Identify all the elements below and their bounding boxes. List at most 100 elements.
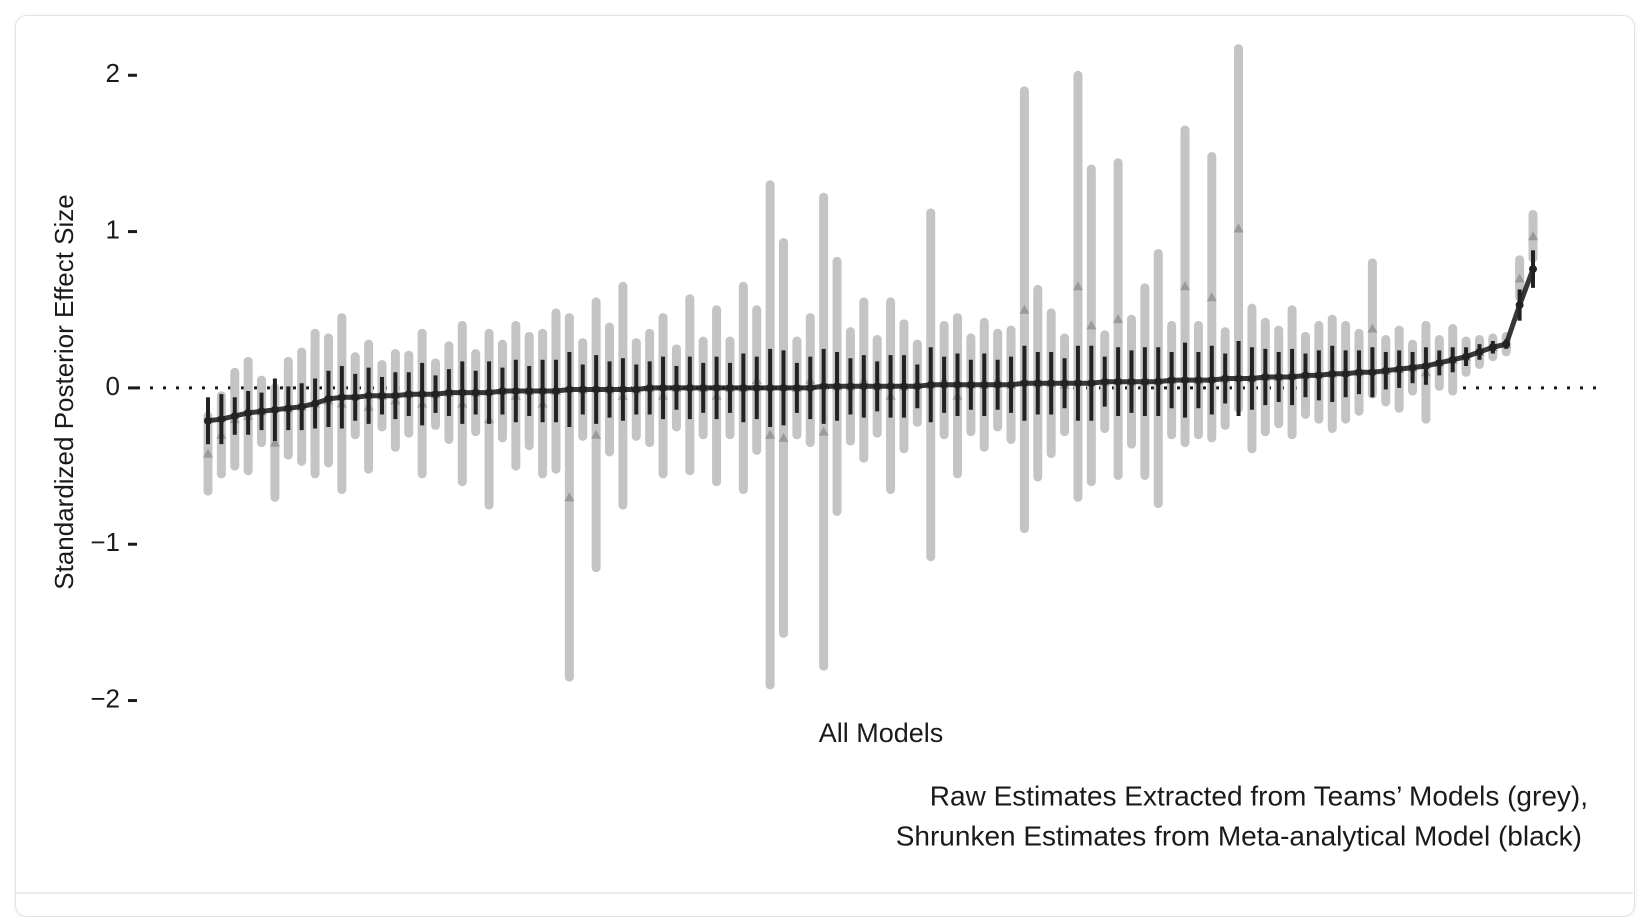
shrunken-estimate <box>1448 355 1457 364</box>
shrunken-estimate <box>926 380 935 389</box>
raw-estimate <box>1528 231 1538 241</box>
shrunken-estimate <box>940 380 949 389</box>
shrunken-estimate <box>592 385 601 394</box>
shrunken-estimate <box>980 380 989 389</box>
raw-estimate <box>1072 281 1083 291</box>
shrunken-estimate <box>1181 376 1190 385</box>
shrunken-estimate <box>833 382 842 391</box>
shrunken-estimate <box>1328 369 1337 378</box>
shrunken-estimate <box>819 382 828 391</box>
shrunken-estimate <box>752 383 761 392</box>
shrunken-estimate <box>1488 343 1497 352</box>
shrunken-estimate <box>337 393 346 402</box>
shrunken-estimate <box>1194 376 1203 385</box>
shrunken-estimate <box>1341 369 1350 378</box>
shrunken-estimate <box>1502 340 1511 349</box>
x-axis-label: All Models <box>819 718 944 748</box>
shrunken-estimate <box>886 382 895 391</box>
shrunken-estimate <box>779 383 788 392</box>
shrunken-estimate <box>257 407 266 416</box>
shrunken-estimate <box>270 405 279 414</box>
raw-estimate <box>778 432 789 442</box>
shrunken-estimate <box>377 391 386 400</box>
shrunken-estimate <box>605 385 614 394</box>
shrunken-estimate <box>1261 372 1270 381</box>
shrunken-estimate <box>431 390 440 399</box>
shrunken-estimate <box>899 382 908 391</box>
shrunken-estimate <box>1381 366 1390 375</box>
shrunken-estimate <box>297 402 306 411</box>
shrunken-estimate <box>1060 379 1069 388</box>
shrunken-estimate <box>953 380 962 389</box>
raw-estimate <box>269 437 280 447</box>
shrunken-estimate <box>859 382 868 391</box>
shrunken-estimate <box>645 383 654 392</box>
shrunken-estimate <box>204 416 212 425</box>
shrunken-estimate <box>725 383 734 392</box>
shrunken-estimate <box>672 383 681 392</box>
shrunken-estimate <box>1408 363 1417 372</box>
shrunken-estimate <box>364 391 373 400</box>
shrunken-estimate <box>418 390 427 399</box>
shrunken-estimate <box>1435 358 1444 367</box>
shrunken-estimate <box>284 404 293 413</box>
raw-estimate <box>203 448 213 458</box>
raw-estimate <box>765 429 776 439</box>
y-tick-label: −1 <box>90 527 120 557</box>
shrunken-estimate <box>498 387 507 396</box>
shrunken-estimate <box>458 388 467 397</box>
raw-estimate <box>1113 314 1124 324</box>
shrunken-estimate <box>485 388 494 397</box>
shrunken-estimate <box>632 385 641 394</box>
shrunken-estimate <box>1529 265 1537 274</box>
shrunken-estimate <box>792 383 801 392</box>
shrunken-estimate <box>1421 362 1430 371</box>
shrunken-estimate <box>993 380 1002 389</box>
caption-line: Raw Estimates Extracted from Teams’ Mode… <box>930 780 1588 811</box>
shrunken-estimate <box>1154 377 1163 386</box>
shrunken-estimate <box>712 383 721 392</box>
shrunken-estimate <box>1100 377 1109 386</box>
shrunken-estimate <box>217 415 226 424</box>
raw-estimate <box>1180 281 1191 291</box>
shrunken-estimate <box>1207 376 1216 385</box>
raw-estimate <box>564 492 575 502</box>
raw-estimate <box>1514 273 1525 283</box>
shrunken-estimate <box>1314 371 1323 380</box>
shrunken-estimate <box>618 385 627 394</box>
shrunken-estimate <box>565 385 574 394</box>
y-tick-label: 0 <box>106 371 120 401</box>
shrunken-estimate <box>685 383 694 392</box>
raw-estimate <box>591 429 602 439</box>
shrunken-estimate <box>324 394 333 403</box>
shrunken-estimate <box>1475 347 1484 356</box>
shrunken-estimate <box>966 380 975 389</box>
shrunken-estimate <box>1274 372 1283 381</box>
shrunken-estimate <box>1020 379 1029 388</box>
shrunken-estimate <box>873 382 882 391</box>
shrunken-estimate <box>1167 376 1176 385</box>
shrunken-estimate <box>699 383 708 392</box>
shrunken-estimate <box>511 387 520 396</box>
shrunken-estimate <box>846 382 855 391</box>
y-tick-label: −2 <box>90 683 120 713</box>
shrunken-estimate <box>311 399 320 408</box>
shrunken-estimate <box>1355 368 1364 377</box>
shrunken-estimate <box>444 388 453 397</box>
shrunken-estimate <box>1127 377 1136 386</box>
raw-estimate <box>1019 304 1030 314</box>
shrunken-estimate <box>766 383 775 392</box>
shrunken-estimate <box>1114 377 1123 386</box>
raw-estimate <box>1367 323 1378 333</box>
raw-estimate <box>818 426 829 436</box>
y-tick-label: 2 <box>106 58 120 88</box>
shrunken-estimate <box>659 383 668 392</box>
shrunken-estimate <box>913 382 922 391</box>
shrunken-estimate <box>739 383 748 392</box>
raw-estimate <box>1086 320 1097 330</box>
shrunken-estimate <box>551 387 560 396</box>
shrunken-estimate <box>1247 374 1256 383</box>
shrunken-estimate <box>244 408 253 417</box>
shrunken-estimate <box>230 412 239 421</box>
